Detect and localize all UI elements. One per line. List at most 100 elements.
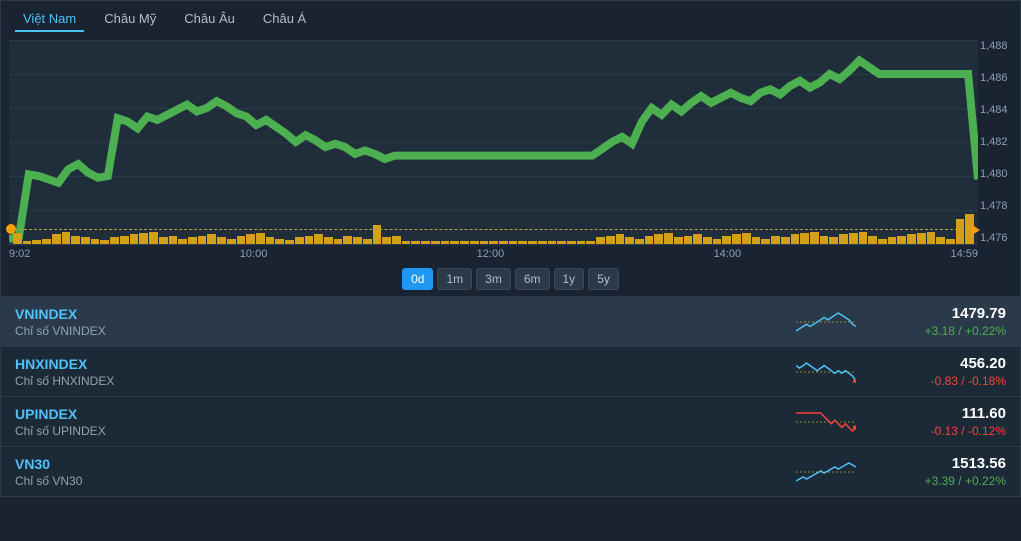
index-row[interactable]: VN30 Chỉ số VN30 1513.56+3.39 / +0.22%: [1, 446, 1020, 496]
volume-bar: [489, 241, 498, 244]
volume-bar: [616, 234, 625, 244]
region-tab[interactable]: Châu Á: [249, 5, 320, 32]
volume-bar: [635, 239, 644, 244]
baseline-dashed: [9, 229, 978, 230]
separator: /: [958, 374, 968, 388]
volume-bar: [509, 241, 518, 244]
volume-bar: [664, 233, 673, 244]
y-tick-label: 1,482: [980, 136, 1018, 148]
timerange-button[interactable]: 1m: [437, 268, 472, 290]
volume-bar: [732, 234, 741, 244]
volume-bar: [382, 237, 391, 244]
volume-bar: [169, 236, 178, 244]
volume-bar: [246, 234, 255, 244]
index-row[interactable]: HNXINDEXChỉ số HNXINDEX 456.20-0.83 / -0.…: [1, 346, 1020, 396]
index-info: VNINDEX Chỉ số VNINDEX: [15, 306, 776, 338]
region-tabs: Việt NamChâu MỹChâu ÂuChâu Á: [1, 1, 1020, 32]
volume-bar: [800, 233, 809, 244]
volume-bar: [120, 236, 129, 244]
volume-bar: [820, 236, 829, 244]
volume-bar: [149, 232, 158, 244]
volume-bar: [392, 236, 401, 244]
index-info: VN30 Chỉ số VN30: [15, 456, 776, 488]
volume-bar: [606, 236, 615, 244]
volume-bar: [285, 240, 294, 244]
volume-bar: [499, 241, 508, 244]
timerange-button[interactable]: 5y: [588, 268, 619, 290]
volume-bar: [139, 233, 148, 244]
x-tick-label: 10:00: [240, 248, 268, 260]
change-abs: -0.13: [931, 424, 958, 438]
chart-container: 1,4881,4861,4841,4821,4801,4781,476 9:02…: [1, 32, 1020, 262]
volume-bar: [567, 241, 576, 244]
volume-bar: [13, 233, 22, 244]
chart-end-arrow: [972, 225, 980, 235]
volume-bar: [528, 241, 537, 244]
sparkline: [796, 361, 856, 383]
index-name: VNINDEX: [15, 306, 776, 322]
volume-bar: [548, 241, 557, 244]
volume-bar: [829, 237, 838, 244]
volume-bar: [237, 236, 246, 244]
volume-bar: [956, 219, 965, 244]
volume-bar: [878, 239, 887, 244]
index-description: Chỉ số VNINDEX: [15, 324, 776, 338]
volume-bar: [81, 237, 90, 244]
index-values: 456.20-0.83 / -0.18%: [876, 355, 1006, 388]
index-values: 111.60-0.13 / -0.12%: [876, 405, 1006, 438]
index-value: 456.20: [876, 355, 1006, 372]
volume-bar: [62, 232, 71, 244]
volume-bar: [42, 239, 51, 244]
volume-bar: [295, 237, 304, 244]
stock-chart-panel: Việt NamChâu MỹChâu ÂuChâu Á 1,4881,4861…: [0, 0, 1021, 497]
timerange-button[interactable]: 3m: [476, 268, 511, 290]
index-list: VNINDEX Chỉ số VNINDEX 1479.79+3.18 / +0.2…: [1, 296, 1020, 496]
timerange-selector: 0d1m3m6m1y5y: [1, 262, 1020, 296]
volume-bar: [227, 239, 236, 244]
region-tab[interactable]: Châu Mỹ: [90, 5, 170, 32]
index-description: Chỉ số VN30: [15, 474, 776, 488]
index-info: HNXINDEXChỉ số HNXINDEX: [15, 356, 776, 388]
volume-bar: [518, 241, 527, 244]
volume-bar: [557, 241, 566, 244]
separator: /: [955, 324, 965, 338]
index-name: VN30: [15, 456, 776, 472]
sparkline: [796, 311, 856, 333]
volume-bar: [849, 233, 858, 244]
index-description: Chỉ số UPINDEX: [15, 424, 776, 438]
index-change: +3.18 / +0.22%: [876, 324, 1006, 338]
change-pct: -0.12%: [968, 424, 1006, 438]
volume-bar: [470, 241, 479, 244]
y-tick-label: 1,480: [980, 168, 1018, 180]
sparkline: [796, 461, 856, 483]
volume-bar: [411, 241, 420, 244]
x-axis: 9:0210:0012:0014:0014:59: [9, 248, 978, 260]
volume-bar: [742, 233, 751, 244]
region-tab[interactable]: Châu Âu: [170, 5, 249, 32]
gridline: [9, 244, 978, 245]
volume-bar: [343, 236, 352, 244]
timerange-button[interactable]: 0d: [402, 268, 433, 290]
index-info: UPINDEXChỉ số UPINDEX: [15, 406, 776, 438]
volume-bar: [654, 234, 663, 244]
timerange-button[interactable]: 6m: [515, 268, 550, 290]
volume-bar: [334, 239, 343, 244]
volume-bar: [868, 236, 877, 244]
index-change: -0.13 / -0.12%: [876, 424, 1006, 438]
change-abs: +3.18: [925, 324, 955, 338]
volume-bar: [91, 239, 100, 244]
region-tab[interactable]: Việt Nam: [9, 5, 90, 32]
index-value: 1513.56: [876, 455, 1006, 472]
volume-bar: [159, 237, 168, 244]
timerange-button[interactable]: 1y: [554, 268, 585, 290]
volume-bar: [791, 234, 800, 244]
volume-bar: [188, 237, 197, 244]
y-axis: 1,4881,4861,4841,4821,4801,4781,476: [980, 40, 1018, 244]
volume-bar: [684, 236, 693, 244]
volume-bar: [859, 232, 868, 244]
index-row[interactable]: UPINDEXChỉ số UPINDEX 111.60-0.13 / -0.12…: [1, 396, 1020, 446]
index-row[interactable]: VNINDEX Chỉ số VNINDEX 1479.79+3.18 / +0.2…: [1, 296, 1020, 346]
volume-bar: [198, 236, 207, 244]
index-values: 1479.79+3.18 / +0.22%: [876, 305, 1006, 338]
index-values: 1513.56+3.39 / +0.22%: [876, 455, 1006, 488]
